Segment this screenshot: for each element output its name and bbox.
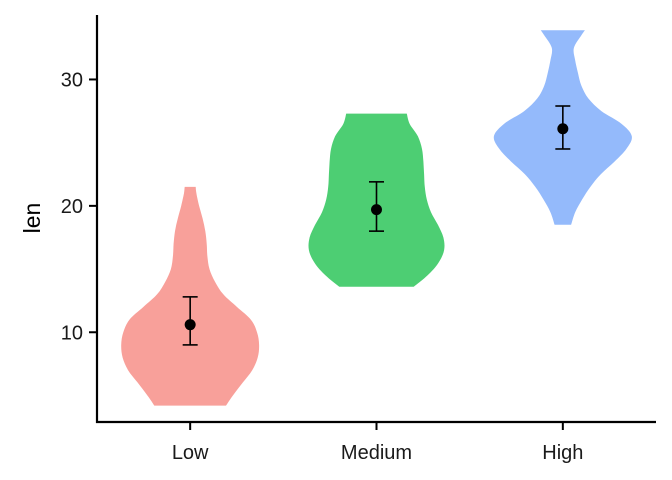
y-tick-label-30: 30 [61,69,83,91]
y-tick-layer: 10 20 30 [61,69,97,344]
y-tick-label-20: 20 [61,196,83,218]
mean-point-high [557,123,569,135]
x-tick-label-high: High [542,442,583,464]
x-tick-label-low: Low [172,442,209,464]
x-tick-label-medium: Medium [341,442,412,464]
x-tick-layer: Low Medium High [172,422,583,464]
mean-point-layer [184,123,569,331]
y-tick-label-10: 10 [61,322,83,344]
mean-point-medium [371,204,382,216]
y-axis-title: len [19,203,45,234]
mean-point-low [184,319,196,331]
